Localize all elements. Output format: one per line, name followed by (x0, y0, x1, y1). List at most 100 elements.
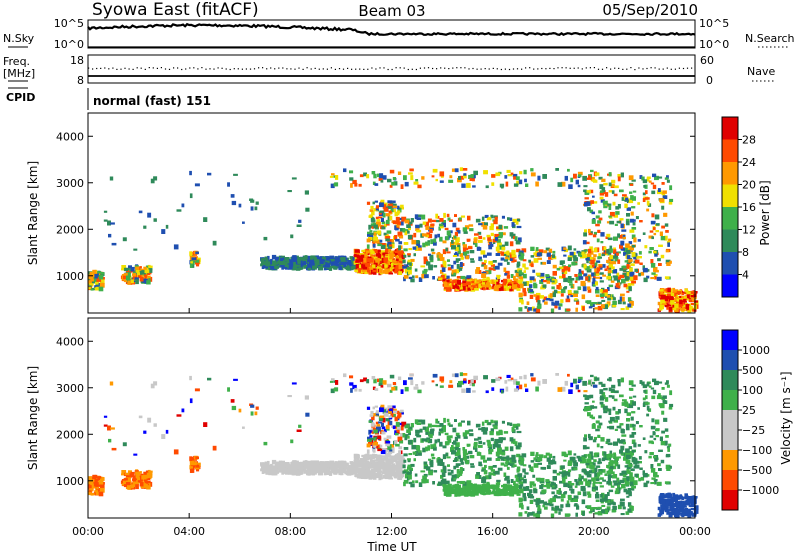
velocity-cell (332, 466, 338, 471)
velocity-cell (442, 454, 446, 460)
power-cell (589, 209, 594, 214)
velocity-cell (485, 476, 490, 479)
power-cell (558, 266, 564, 269)
power-cell (207, 172, 212, 176)
power-cell (567, 289, 572, 294)
power-cell (386, 230, 392, 234)
power-cell (360, 254, 365, 259)
power-cell (567, 267, 571, 272)
power-cell (666, 175, 669, 179)
power-cell (667, 242, 670, 247)
velocity-cell (437, 438, 440, 443)
velocity-cell (459, 458, 463, 462)
velocity-cell (392, 455, 396, 459)
power-cell (653, 267, 658, 272)
power-cell (401, 255, 405, 260)
velocity-cell (497, 456, 503, 459)
nave-point (164, 68, 167, 70)
velocity-cell (492, 489, 496, 493)
velocity-cell (484, 419, 489, 423)
nave-point (573, 67, 575, 69)
power-cell (588, 228, 591, 233)
power-cell (529, 290, 535, 294)
velocity-cell (516, 493, 521, 496)
power-cell (347, 266, 352, 271)
velocity-cell (485, 492, 490, 495)
velocity-cell (423, 461, 428, 465)
power-cell (645, 190, 648, 195)
velocity-cell (586, 464, 589, 469)
power-cell (586, 268, 592, 273)
velocity-cell (488, 449, 493, 455)
power-cell (549, 293, 554, 298)
power-cell (453, 272, 456, 276)
power-cell (456, 276, 461, 279)
power-cell (600, 241, 604, 244)
power-cell (483, 170, 488, 175)
power-cell (270, 266, 275, 270)
power-cell (381, 226, 386, 230)
nave-point (565, 67, 567, 69)
power-cell (559, 275, 564, 279)
power-cell (663, 212, 668, 217)
velocity-cell (535, 512, 541, 518)
power-cell (134, 277, 139, 281)
velocity-cell (414, 473, 418, 477)
velocity-cell (92, 474, 97, 479)
velocity-cell (515, 426, 519, 430)
power-cell (230, 194, 235, 198)
power-cell (403, 274, 409, 279)
power-cell (633, 254, 638, 260)
power-cell (606, 233, 611, 238)
velocity-cell (376, 444, 381, 449)
power-cell (486, 234, 491, 238)
velocity-cell (530, 460, 535, 463)
power-cell (612, 201, 616, 206)
velocity-cell (402, 464, 406, 469)
power-cell (474, 288, 479, 291)
velocity-cell (584, 454, 588, 457)
nave-point (116, 68, 118, 70)
power-cell (121, 268, 125, 271)
velocity-cell (482, 493, 486, 496)
velocity-cell (403, 453, 408, 457)
power-cell (382, 263, 386, 266)
power-cell (619, 189, 624, 193)
velocity-cell (533, 499, 537, 502)
power-cell (109, 176, 114, 181)
velocity-cell (438, 428, 443, 432)
power-cell (385, 213, 390, 217)
power-cell (472, 177, 475, 182)
power-cell (620, 172, 624, 178)
velocity-cell (509, 422, 513, 426)
power-cell (458, 265, 463, 269)
power-cell (143, 274, 147, 279)
power-cell (667, 304, 672, 307)
power-cell (607, 237, 613, 241)
power-cell (96, 277, 102, 282)
power-cell (382, 269, 386, 274)
velocity-cell (460, 420, 465, 423)
power-cell (603, 246, 607, 251)
velocity-cell (496, 444, 501, 448)
power-cell (691, 297, 695, 302)
power-cell (310, 255, 314, 260)
velocity-cell (366, 449, 370, 454)
power-cell (379, 268, 383, 274)
power-cell (447, 282, 452, 287)
velocity-cell (344, 470, 349, 475)
velocity-cell (451, 445, 454, 449)
velocity-cell (593, 477, 597, 481)
power-cell (433, 265, 438, 268)
velocity-cell (384, 428, 387, 433)
power-cell (399, 235, 404, 239)
power-cell (320, 256, 324, 260)
power-cell (451, 240, 454, 244)
power-cell (605, 236, 609, 239)
velocity-cell (497, 467, 503, 471)
power-cell (583, 189, 587, 193)
power-cell (446, 213, 450, 218)
velocity-cell (612, 502, 616, 506)
velocity-cell (511, 459, 517, 463)
velocity-cell (446, 418, 450, 423)
